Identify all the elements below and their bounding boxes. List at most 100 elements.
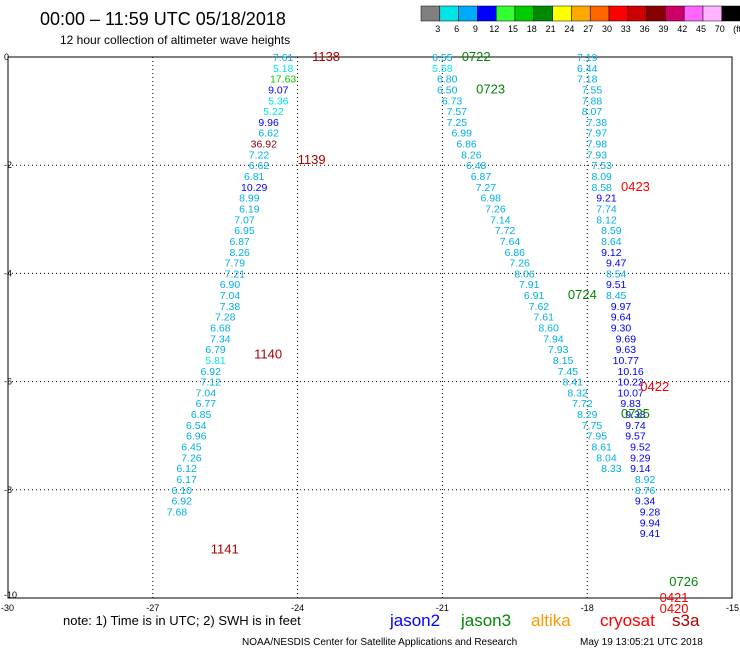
y-tick-label: -4 [4, 268, 12, 278]
track-label: 1141 [211, 541, 239, 556]
wave-height-value: 8.60 [538, 323, 559, 335]
wave-height-value: 9.74 [625, 420, 646, 432]
y-axis-ticks: 0 -2 -4 -6 -8 -10 [4, 52, 17, 600]
color-scale-swatch [683, 5, 704, 22]
wave-height-value: 7.98 [587, 139, 608, 151]
legend-entry: s3a [672, 611, 700, 630]
wave-height-value: 9.14 [630, 463, 651, 475]
wave-height-value: 8.58 [591, 182, 612, 194]
wave-height-value: 7.21 [225, 268, 246, 280]
wave-height-value: 6.80 [437, 74, 458, 86]
color-scale-label: 12 [489, 24, 499, 34]
wave-height-value: 7.12 [201, 377, 222, 389]
wave-height-value: 7.97 [587, 128, 608, 140]
color-scale-swatch [646, 5, 666, 22]
color-scale-swatch [439, 5, 459, 22]
wave-height-value: 7.28 [215, 312, 236, 324]
wave-height-value: 9.52 [630, 442, 651, 454]
wave-height-value: 7.93 [587, 149, 608, 161]
wave-height-value: 6.77 [196, 398, 217, 410]
color-scale-swatch [514, 5, 535, 22]
track-label: 0722 [462, 49, 491, 64]
color-scale-label: (ft) [733, 24, 740, 34]
wave-height-value: 8.29 [577, 409, 598, 421]
wave-height-value: 6.79 [205, 344, 226, 356]
track-labels: 1138 1139 1140 1141 0722 0723 0724 0725 0726 0423… [211, 49, 698, 616]
wave-height-value: 8.09 [591, 171, 612, 183]
wave-height-value: 7.64 [500, 236, 521, 248]
color-scale-label: 33 [621, 24, 631, 34]
wave-height-value: 6.98 [480, 193, 501, 205]
color-scale-swatch [552, 5, 572, 22]
color-scale-label: 30 [602, 24, 612, 34]
wave-height-value: 6.19 [239, 203, 260, 215]
wave-height-value: 7.94 [543, 333, 564, 345]
wave-height-value: 7.61 [534, 312, 555, 324]
legend-entry: cryosat [600, 611, 655, 630]
color-scale-swatch [721, 5, 740, 22]
wave-height-values: 7.615.1817.639.075.365.229.966.6236.927.… [167, 52, 661, 540]
wave-height-value: 7.07 [234, 214, 255, 226]
grid-lines [8, 57, 732, 598]
wave-height-value: 6.68 [210, 323, 231, 335]
wave-height-value: 6.92 [201, 366, 222, 378]
wave-height-value: 7.45 [558, 366, 579, 378]
wave-height-value: 7.19 [577, 52, 598, 64]
track-label: 0724 [568, 287, 597, 302]
x-tick-label: -27 [146, 603, 159, 613]
x-tick-label: -21 [436, 603, 449, 613]
wave-height-value: 8.41 [563, 377, 584, 389]
wave-height-value: 8.26 [461, 149, 482, 161]
color-scale-swatch [477, 5, 497, 22]
wave-height-value: 6.55 [432, 52, 453, 64]
wave-height-value: 9.69 [616, 333, 637, 345]
wave-height-value: 9.29 [630, 452, 651, 464]
wave-height-value: 6.45 [181, 442, 202, 454]
x-tick-label: -15 [726, 603, 739, 613]
wave-height-value: 7.57 [447, 106, 468, 118]
wave-height-value: 9.12 [601, 247, 622, 259]
wave-height-value: 7.72 [495, 225, 516, 237]
y-tick-label: -6 [4, 377, 12, 387]
wave-height-value: 7.91 [519, 279, 540, 291]
y-tick-label: -8 [4, 485, 12, 495]
wave-height-value: 9.34 [635, 496, 656, 508]
color-scale-swatch [589, 5, 610, 22]
wave-height-value: 7.55 [582, 84, 603, 96]
x-axis-ticks: -30 -27 -24 -21 -18 -15 [1, 603, 739, 613]
chart-subtitle: 12 hour collection of altimeter wave hei… [60, 33, 290, 47]
wave-height-value: 9.38 [625, 409, 646, 421]
wave-height-value: 7.04 [220, 290, 241, 302]
wave-height-value: 6.92 [172, 496, 193, 508]
wave-height-value: 6.86 [456, 139, 477, 151]
color-scale-label: 15 [508, 24, 518, 34]
wave-height-value: 6.50 [437, 84, 458, 96]
wave-height-value: 9.96 [258, 117, 279, 129]
wave-height-value: 7.74 [596, 203, 617, 215]
wave-height-value: 6.73 [442, 95, 463, 107]
wave-height-value: 7.62 [529, 301, 550, 313]
color-scale-swatch [665, 5, 685, 22]
wave-height-value: 9.30 [611, 323, 632, 335]
color-scale-label: 21 [546, 24, 556, 34]
wave-height-value: 6.12 [176, 463, 197, 475]
wave-height-value: 6.86 [505, 247, 526, 259]
wave-height-value: 7.26 [485, 203, 506, 215]
track-label: 1138 [312, 49, 340, 64]
y-tick-label: -10 [4, 590, 17, 600]
wave-height-value: 6.54 [186, 420, 207, 432]
wave-height-value: 7.38 [587, 117, 608, 129]
wave-height-value: 7.88 [582, 95, 603, 107]
wave-height-value: 6.17 [176, 474, 197, 486]
wave-height-value: 7.93 [548, 344, 569, 356]
wave-height-value: 6.85 [191, 409, 212, 421]
wave-height-value: 8.06 [514, 268, 535, 280]
wave-height-value: 6.62 [249, 160, 270, 172]
wave-height-value: 9.57 [625, 431, 646, 443]
wave-height-value: 7.61 [273, 52, 294, 64]
y-tick-label: -2 [4, 160, 12, 170]
wave-height-value: 8.99 [239, 193, 260, 205]
wave-height-value: 6.90 [220, 279, 241, 291]
wave-height-value: 7.34 [210, 333, 231, 345]
